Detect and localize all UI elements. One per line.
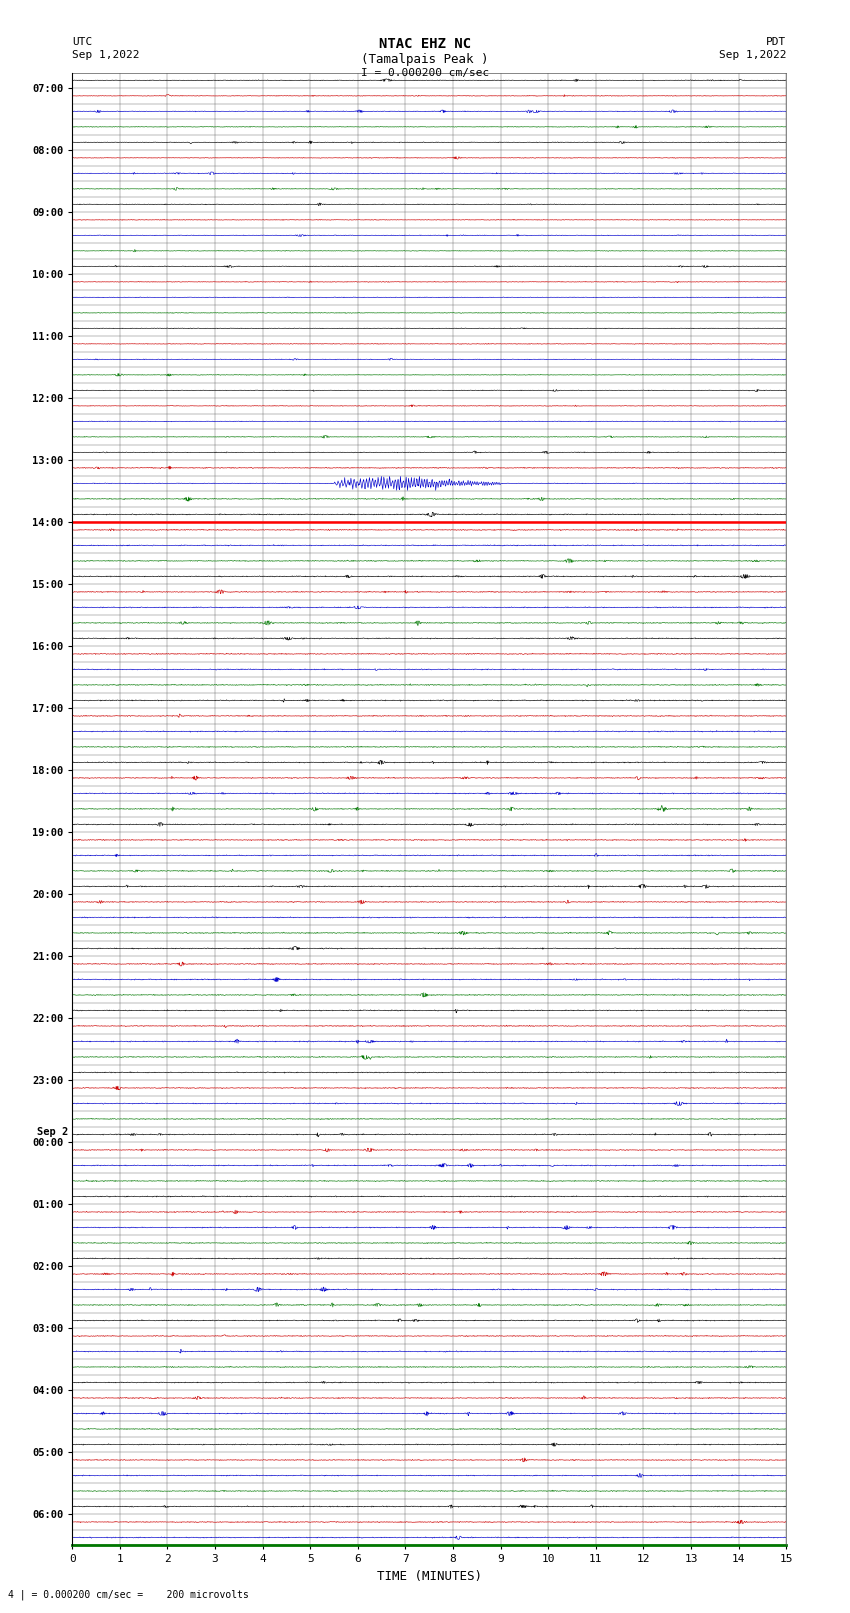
Text: NTAC EHZ NC: NTAC EHZ NC — [379, 37, 471, 52]
Text: I = 0.000200 cm/sec: I = 0.000200 cm/sec — [361, 68, 489, 77]
Text: (Tamalpais Peak ): (Tamalpais Peak ) — [361, 53, 489, 66]
Text: 4 | = 0.000200 cm/sec =    200 microvolts: 4 | = 0.000200 cm/sec = 200 microvolts — [8, 1589, 249, 1600]
Text: UTC: UTC — [72, 37, 93, 47]
Text: Sep 1,2022: Sep 1,2022 — [719, 50, 786, 60]
Text: Sep 1,2022: Sep 1,2022 — [72, 50, 139, 60]
X-axis label: TIME (MINUTES): TIME (MINUTES) — [377, 1569, 482, 1582]
Text: Sep 2: Sep 2 — [37, 1127, 68, 1137]
Text: PDT: PDT — [766, 37, 786, 47]
